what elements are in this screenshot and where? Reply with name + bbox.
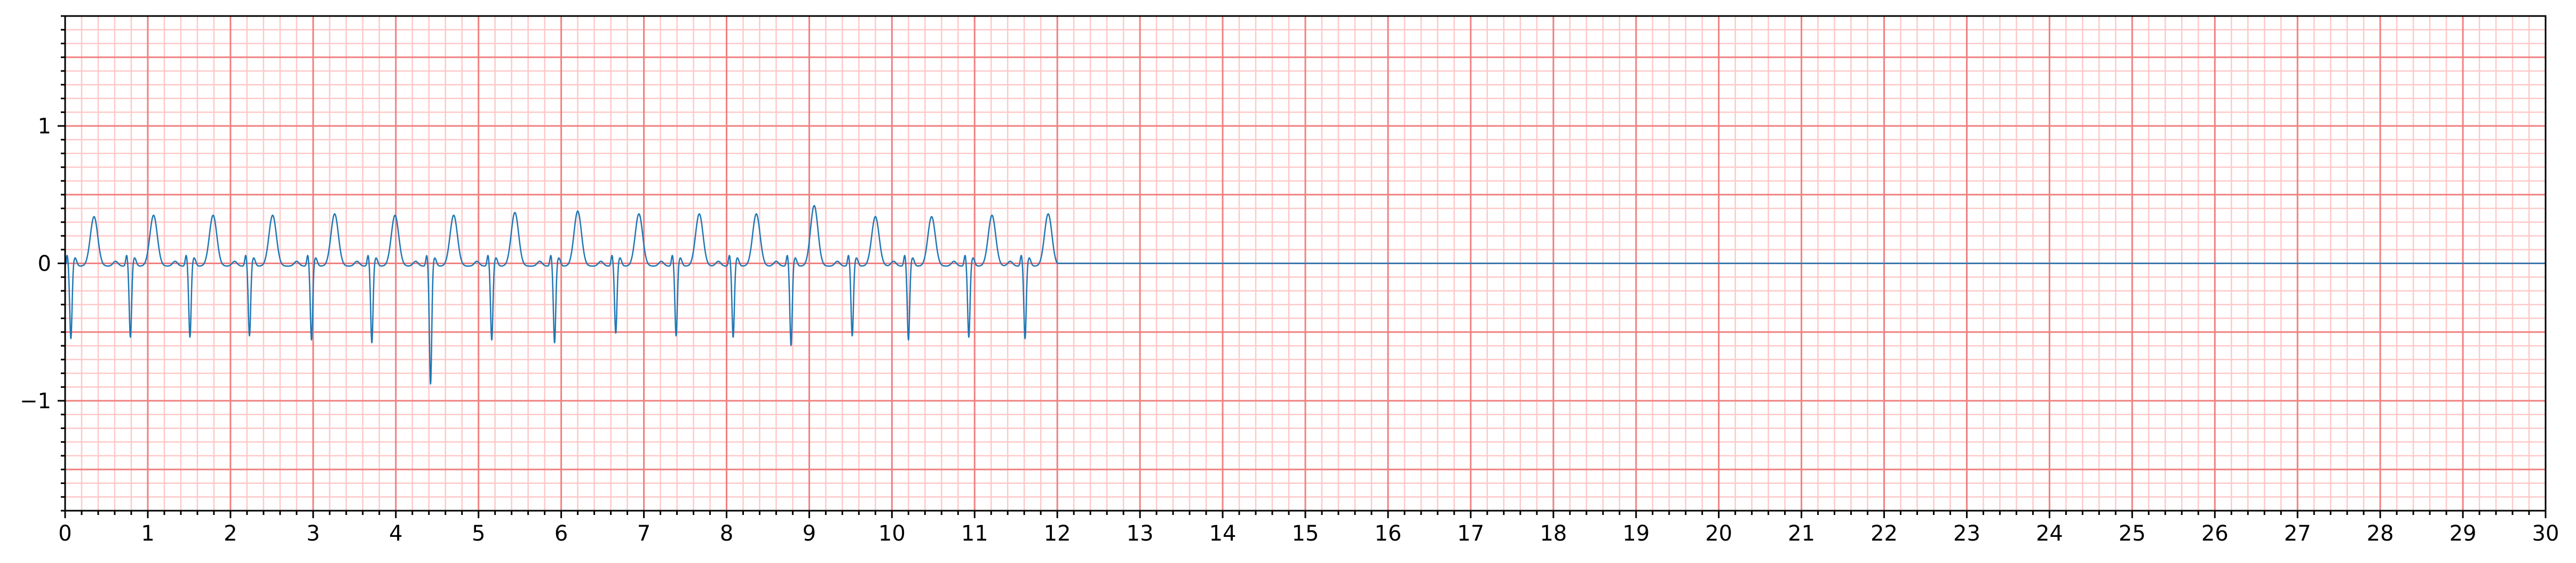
x-tick-label: 22 [1870,521,1898,546]
x-tick-label: 10 [878,521,906,546]
x-tick-label: 18 [1540,521,1567,546]
x-tick-label: 26 [2201,521,2229,546]
x-tick-label: 16 [1374,521,1401,546]
y-tick-label: 1 [38,114,51,139]
x-tick-label: 14 [1209,521,1237,546]
x-tick-label: 17 [1457,521,1484,546]
x-tick-label: 6 [554,521,568,546]
x-tick-label: 12 [1044,521,1071,546]
x-tick-label: 7 [637,521,651,546]
x-tick-label: 19 [1622,521,1650,546]
x-tick-label: 1 [141,521,154,546]
x-tick-label: 25 [2119,521,2146,546]
x-tick-label: 27 [2284,521,2311,546]
x-tick-label: 11 [961,521,988,546]
x-tick-label: 13 [1127,521,1154,546]
x-tick-label: 8 [720,521,733,546]
x-tick-label: 0 [58,521,72,546]
x-tick-label: 30 [2532,521,2559,546]
x-tick-label: 5 [472,521,485,546]
y-tick-label: −1 [20,389,51,414]
grid [64,15,2547,512]
x-tick-label: 23 [1953,521,1980,546]
ecg-signal-line [65,205,1058,385]
x-tick-label: 3 [306,521,320,546]
x-tick-label: 29 [2450,521,2477,546]
x-tick-label: 20 [1705,521,1732,546]
x-tick-label: 15 [1292,521,1319,546]
x-tick-label: 9 [803,521,816,546]
x-tick-label: 2 [224,521,237,546]
y-tick-label: 0 [38,252,51,276]
x-tick-label: 28 [2367,521,2394,546]
x-tick-label: 24 [2036,521,2063,546]
x-tick-label: 4 [389,521,402,546]
x-tick-label: 21 [1788,521,1815,546]
